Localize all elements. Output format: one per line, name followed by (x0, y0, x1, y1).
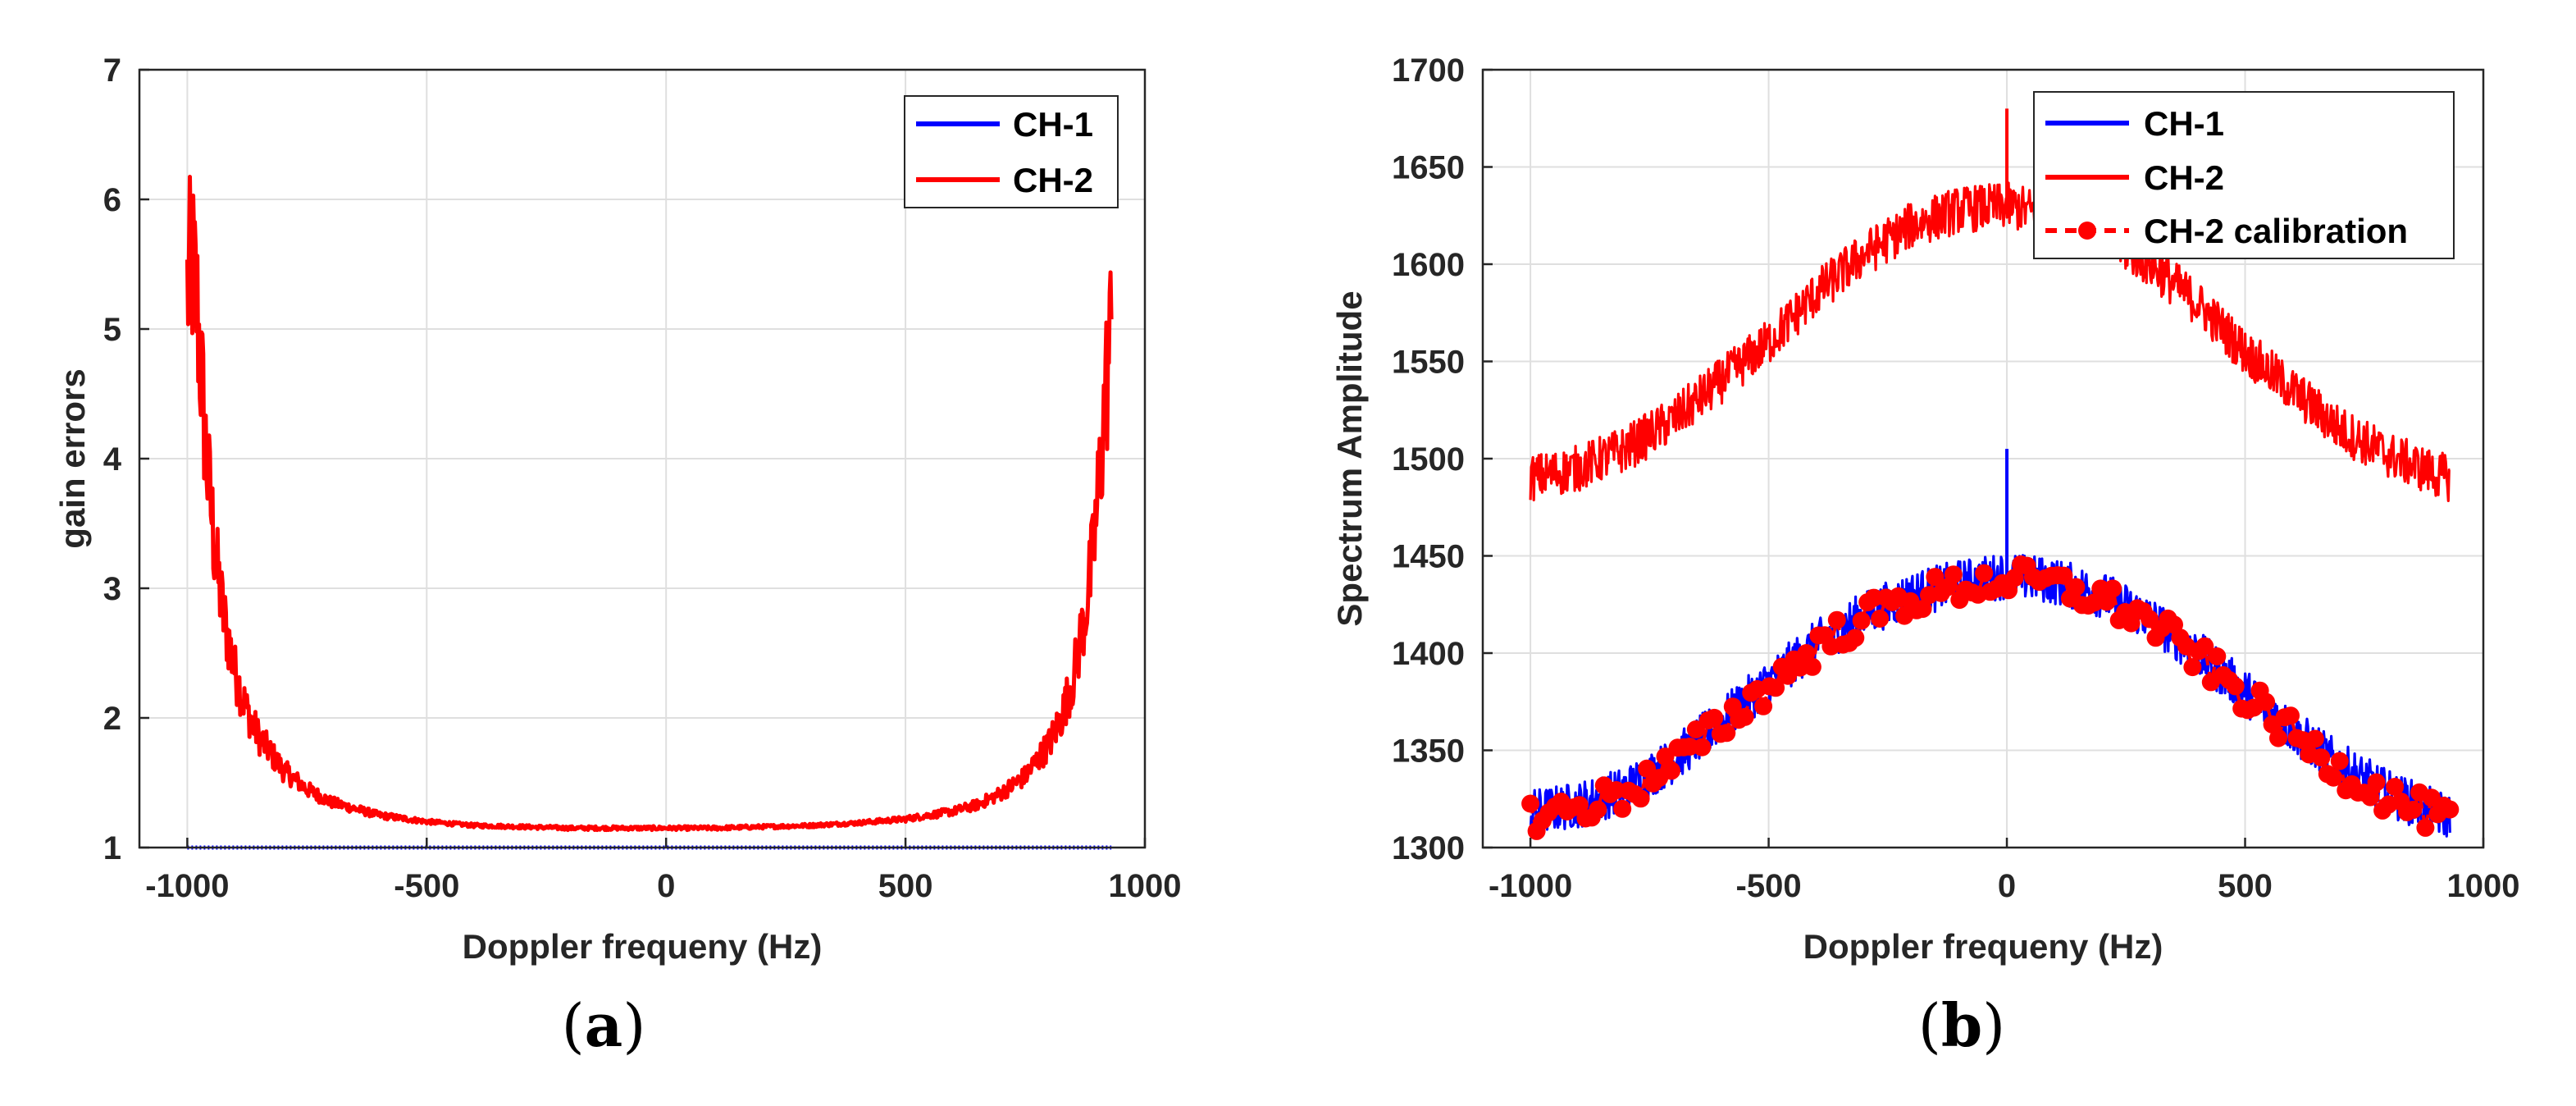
panel-b-legend-ch2-label: CH-2 (2144, 158, 2224, 197)
series-ch-2-calibration-marker (1613, 799, 1632, 818)
series-ch-2-calibration-marker (1735, 707, 1754, 726)
panel-a-legend-ch1-label: CH-1 (1013, 105, 1093, 144)
panel-b-xlabel: Doppler frequeny (Hz) (1803, 927, 2163, 966)
series-ch-2-calibration-marker (2208, 647, 2227, 665)
y-tick-label: 1600 (1392, 247, 1465, 283)
panel-b-legend: CH-1 CH-2 CH-2 calibration (2033, 91, 2455, 259)
series-ch-2-calibration-marker (2312, 748, 2331, 767)
panel-b: -1000 -500 0 500 1000 1300 1350 1400 1450 1500 155… (1330, 53, 2519, 1060)
x-tick-label: 0 (1998, 868, 2016, 904)
y-tick-label: 4 (103, 441, 122, 478)
y-tick-label: 2 (103, 701, 121, 737)
series-ch-2-calibration-marker (2054, 566, 2073, 585)
x-tick-label: 1000 (2447, 868, 2520, 904)
series-ch-2-calibration-marker (1846, 628, 1865, 647)
series-ch-2-calibration-marker (1705, 708, 1724, 727)
x-tick-label: 1000 (1109, 868, 1182, 904)
panel-a-xlabel: Doppler frequeny (Hz) (463, 927, 823, 966)
y-tick-label: 1400 (1392, 636, 1465, 672)
y-tick-label: 7 (103, 53, 121, 89)
series-ch-2-calibration-marker (2441, 800, 2460, 819)
x-tick-label: -500 (1736, 868, 1802, 904)
series-ch-2-calibration-marker (1975, 564, 1994, 583)
series-ch-2-calibration-marker (2141, 610, 2159, 628)
y-tick-label: 1450 (1392, 539, 1465, 575)
x-tick-label: 0 (657, 868, 675, 904)
panel-a-legend-box (904, 95, 1119, 208)
series-ch-2-calibration-marker (2404, 800, 2423, 819)
series-ch-2-calibration-marker (2361, 788, 2380, 807)
y-tick-label: 6 (103, 182, 121, 218)
series-ch-2-calibration-marker (1852, 611, 1871, 630)
y-tick-label: 1 (103, 830, 121, 866)
y-tick-label: 3 (103, 571, 121, 607)
series-ch-2-calibration-marker (1913, 600, 1932, 619)
x-tick-label: -1000 (1489, 868, 1572, 904)
series-ch-2-calibration-marker (1871, 610, 1890, 628)
panel-a-legend: CH-1 CH-2 (904, 95, 1119, 208)
y-tick-label: 1650 (1392, 150, 1465, 186)
panel-b-legend-calib-marker (2078, 222, 2096, 240)
series-ch-2-line (185, 175, 1114, 833)
panel-a-caption: (a) (562, 990, 646, 1060)
y-tick-label: 1550 (1392, 345, 1465, 381)
series-ch-2-line (1529, 181, 2451, 502)
x-tick-label: 500 (2218, 868, 2273, 904)
series-ch-2-calibration-marker (1638, 759, 1657, 778)
series-ch-2-calibration-marker (1589, 800, 1607, 819)
series-ch-2-calibration-marker (1827, 610, 1846, 629)
series-ch-2-calibration-marker (1754, 697, 1773, 715)
series-ch-2-calibration-marker (2195, 637, 2214, 656)
y-tick-label: 5 (103, 312, 121, 348)
panel-b-data (1521, 108, 2460, 840)
y-tick-label: 1500 (1392, 441, 1465, 478)
x-tick-label: -1000 (145, 868, 229, 904)
series-ch-2-calibration-marker (1926, 568, 1945, 587)
panel-b-caption: (b) (1918, 990, 2006, 1060)
x-tick-label: -500 (394, 868, 459, 904)
panel-b-ticks: -1000 -500 0 500 1000 1300 1350 1400 1450 1500 155… (1392, 53, 2519, 904)
panel-a: -1000 -500 0 500 1000 1 2 3 4 5 6 7 Doppler frequen… (53, 53, 1181, 1060)
series-ch-2-calibration-marker (2330, 752, 2349, 770)
series-ch-2-calibration-marker (2104, 579, 2122, 598)
series-ch-2-calibration-marker (2226, 677, 2245, 696)
series-ch-2-calibration-marker (2282, 706, 2300, 725)
series-ch-2-calibration-marker (2269, 729, 2287, 747)
panel-b-legend-calib-label: CH-2 calibration (2144, 212, 2408, 250)
series-ch-2-calibration-marker (2305, 729, 2324, 748)
series-ch-2-calibration-marker (2067, 578, 2086, 596)
series-ch-2-calibration-marker (1803, 657, 1821, 676)
series-ch-2-calibration-marker (2386, 778, 2405, 796)
y-tick-label: 1300 (1392, 830, 1465, 866)
panel-b-legend-ch1-label: CH-1 (2144, 104, 2224, 143)
series-ch-2-calibration-marker (2257, 692, 2276, 711)
series-ch-2-calibration-marker (1631, 789, 1650, 808)
panel-a-data (185, 175, 1114, 850)
series-ch-2-calibration-marker (1767, 679, 1785, 697)
series-ch-2-calibration-marker (1944, 565, 1963, 584)
series-ch-2-calibration-marker (2367, 773, 2386, 792)
series-ch-2-calibration-marker (1797, 644, 1816, 662)
series-ch-2-calibration-marker (2183, 658, 2202, 677)
y-tick-label: 1350 (1392, 734, 1465, 770)
x-tick-label: 500 (878, 868, 933, 904)
series-ch-2-calibration-marker (2324, 768, 2343, 787)
series-ch-1-line (1529, 554, 2451, 838)
series-ch-2-calibration-marker (1693, 738, 1712, 756)
series-ch-2-calibration-marker (2122, 614, 2141, 633)
panel-b-ylabel: Spectrum Amplitude (1330, 290, 1369, 626)
series-ch-2-calibration-marker (1521, 794, 1540, 813)
panel-a-ticks: -1000 -500 0 500 1000 1 2 3 4 5 6 7 (103, 53, 1182, 904)
panel-a-legend-ch2-label: CH-2 (1013, 161, 1093, 199)
panel-a-ylabel: gain errors (53, 368, 92, 548)
series-ch-2-calibration-marker (2416, 818, 2435, 837)
y-tick-label: 1700 (1392, 53, 1465, 89)
series-ch-2-calibration-marker (1662, 761, 1680, 780)
series-ch-2-calibration-marker (1717, 724, 1736, 743)
